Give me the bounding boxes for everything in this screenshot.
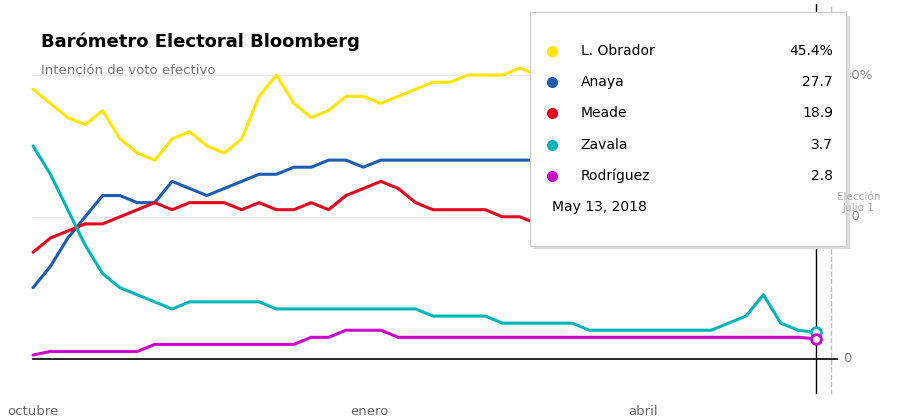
Text: L. Obrador: L. Obrador	[581, 44, 655, 58]
Text: Anaya: Anaya	[581, 75, 624, 89]
Text: Barómetro Electoral Bloomberg: Barómetro Electoral Bloomberg	[40, 32, 360, 51]
Text: 40%: 40%	[843, 68, 872, 81]
Text: Rodríguez: Rodríguez	[581, 168, 650, 183]
Text: 2.8: 2.8	[811, 169, 833, 183]
Text: octubre: octubre	[7, 404, 58, 417]
Text: Zavala: Zavala	[581, 137, 628, 152]
Text: 27.7: 27.7	[803, 75, 833, 89]
Text: abril: abril	[629, 404, 658, 417]
Text: 18.9: 18.9	[802, 106, 833, 120]
Text: Intención de voto efectivo: Intención de voto efectivo	[40, 64, 216, 77]
Text: Meade: Meade	[581, 106, 627, 120]
Text: enero: enero	[350, 404, 389, 417]
Text: 3.7: 3.7	[811, 137, 833, 152]
Text: 20: 20	[843, 210, 860, 223]
FancyBboxPatch shape	[530, 12, 846, 246]
Text: Elección
Julio 1: Elección Julio 1	[837, 192, 880, 213]
Text: 0: 0	[843, 352, 851, 365]
Text: May 13, 2018: May 13, 2018	[552, 200, 647, 214]
Text: 45.4%: 45.4%	[789, 44, 833, 58]
FancyBboxPatch shape	[534, 16, 850, 249]
